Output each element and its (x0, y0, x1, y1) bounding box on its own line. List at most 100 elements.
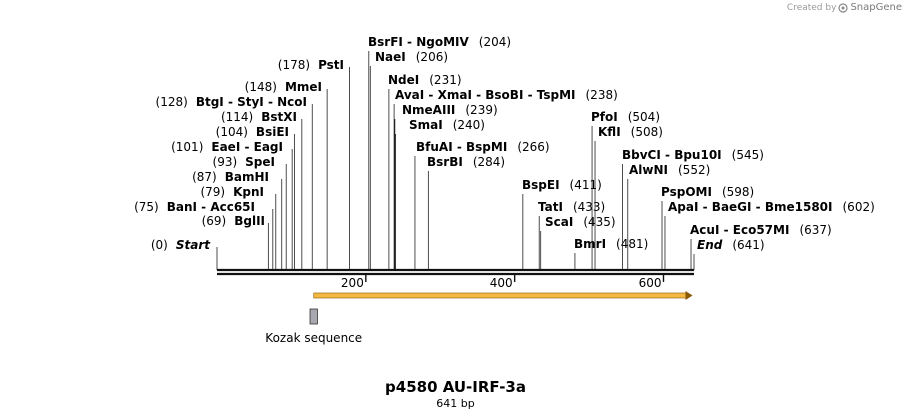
enzyme-name: ApaI (668, 200, 698, 214)
enzyme-name: BspMI (466, 140, 507, 154)
created-by-text: Created by (786, 2, 837, 13)
site-label: ScaI (435) (545, 215, 616, 229)
site-label: (178) PstI (278, 58, 344, 72)
site-label: PspOMI (598) (661, 185, 754, 199)
enzyme-name: - (224, 95, 237, 109)
site-position: (231) (429, 73, 461, 87)
site-position: (598) (722, 185, 754, 199)
site-label: (148) MmeI (245, 80, 322, 94)
site-position: (641) (732, 238, 764, 252)
enzyme-name: SpeI (245, 155, 275, 169)
axis-tick-label: 200 (341, 276, 364, 290)
site-label: BsrFI - NgoMIV (204) (368, 35, 511, 49)
kozak-sequence-label: Kozak sequence (265, 331, 362, 345)
site-position: (0) (151, 238, 168, 252)
enzyme-name: BstXI (261, 110, 297, 124)
site-position: (79) (200, 185, 225, 199)
site-label: (69) BglII (202, 214, 265, 228)
enzyme-name: BmrI (574, 237, 606, 251)
site-label: (0) Start (151, 238, 211, 252)
site-label: (93) SpeI (213, 155, 275, 169)
site-position: (104) (216, 125, 248, 139)
site-position: (602) (843, 200, 875, 214)
plasmid-name: p4580 AU-IRF-3a (385, 378, 526, 396)
site-label: NmeAIII (239) (402, 103, 498, 117)
enzyme-name: - (661, 148, 674, 162)
site-position: (504) (628, 110, 660, 124)
enzyme-name: BglII (234, 214, 265, 228)
enzyme-name: - (719, 223, 732, 237)
site-label: BfuAI - BspMI (266) (416, 140, 550, 154)
axis-tick-label: 600 (639, 276, 662, 290)
site-position: (204) (479, 35, 511, 49)
enzyme-name: - (403, 35, 416, 49)
site-position: (93) (213, 155, 238, 169)
site-position: (481) (616, 237, 648, 251)
enzyme-name: BbvCI (622, 148, 661, 162)
enzyme-name: BtgI (196, 95, 224, 109)
enzyme-name: AvaI (395, 88, 424, 102)
snapgene-logo-icon (838, 2, 849, 13)
enzyme-name: TspMI (537, 88, 576, 102)
enzyme-name: - (523, 88, 536, 102)
site-position: (637) (799, 223, 831, 237)
enzyme-name: EagI (254, 140, 283, 154)
site-position: (178) (278, 58, 310, 72)
site-label: KflI (508) (598, 125, 663, 139)
enzyme-name: NmeAIII (402, 103, 455, 117)
axis-tick-label: 400 (490, 276, 513, 290)
enzyme-name: TatI (538, 200, 563, 214)
site-position: (128) (156, 95, 188, 109)
enzyme-name: BaeGI (712, 200, 752, 214)
site-position: (239) (465, 103, 497, 117)
site-label: NaeI (206) (375, 50, 448, 64)
enzyme-name: PspOMI (661, 185, 712, 199)
site-label: AlwNI (552) (629, 163, 710, 177)
enzyme-name: BanI (167, 200, 197, 214)
site-position: (545) (732, 148, 764, 162)
site-label: (104) BsiEI (216, 125, 289, 139)
site-position: (435) (583, 215, 615, 229)
site-label: SmaI (240) (409, 118, 485, 132)
site-label: ApaI - BaeGI - Bme1580I (602) (668, 200, 875, 214)
site-position: (148) (245, 80, 277, 94)
site-label: (101) EaeI - EagI (171, 140, 283, 154)
enzyme-name: BspEI (522, 178, 560, 192)
site-position: (552) (678, 163, 710, 177)
site-position: (240) (453, 118, 485, 132)
site-label: NdeI (231) (388, 73, 462, 87)
enzyme-name: - (240, 140, 253, 154)
enzyme-name: NgoMIV (416, 35, 469, 49)
enzyme-name: NaeI (375, 50, 406, 64)
enzyme-name: BsrFI (368, 35, 403, 49)
enzyme-name: Eco57MI (733, 223, 790, 237)
enzyme-name: NdeI (388, 73, 419, 87)
site-label: (114) BstXI (221, 110, 297, 124)
site-label: AcuI - Eco57MI (637) (690, 223, 832, 237)
site-position: (75) (134, 200, 159, 214)
site-label: TatI (433) (538, 200, 605, 214)
map-end-label: End (697, 238, 723, 252)
site-position: (284) (473, 155, 505, 169)
created-by-credit: Created by SnapGene (787, 2, 902, 13)
site-position: (508) (631, 125, 663, 139)
site-label: (128) BtgI - StyI - NcoI (156, 95, 307, 109)
site-label: End (641) (697, 238, 765, 252)
restriction-map: (0) Start (69) BglII (75) BanI - Acc65I(79) Kp… (134, 35, 875, 345)
enzyme-name: KflI (598, 125, 621, 139)
site-label: PfoI (504) (591, 110, 660, 124)
site-position: (266) (517, 140, 549, 154)
enzyme-name: StyI (237, 95, 264, 109)
enzyme-name: AcuI (690, 223, 719, 237)
plasmid-length: 641 bp (436, 397, 475, 410)
site-position: (206) (416, 50, 448, 64)
enzyme-name: BsoBI (485, 88, 523, 102)
enzyme-name: - (197, 200, 210, 214)
enzyme-name: - (264, 95, 277, 109)
site-position: (69) (202, 214, 227, 228)
enzyme-name: - (424, 88, 437, 102)
enzyme-name: KpnI (233, 185, 264, 199)
enzyme-name: SmaI (409, 118, 443, 132)
site-label: (87) BamHI (192, 170, 269, 184)
enzyme-name: PstI (318, 58, 344, 72)
